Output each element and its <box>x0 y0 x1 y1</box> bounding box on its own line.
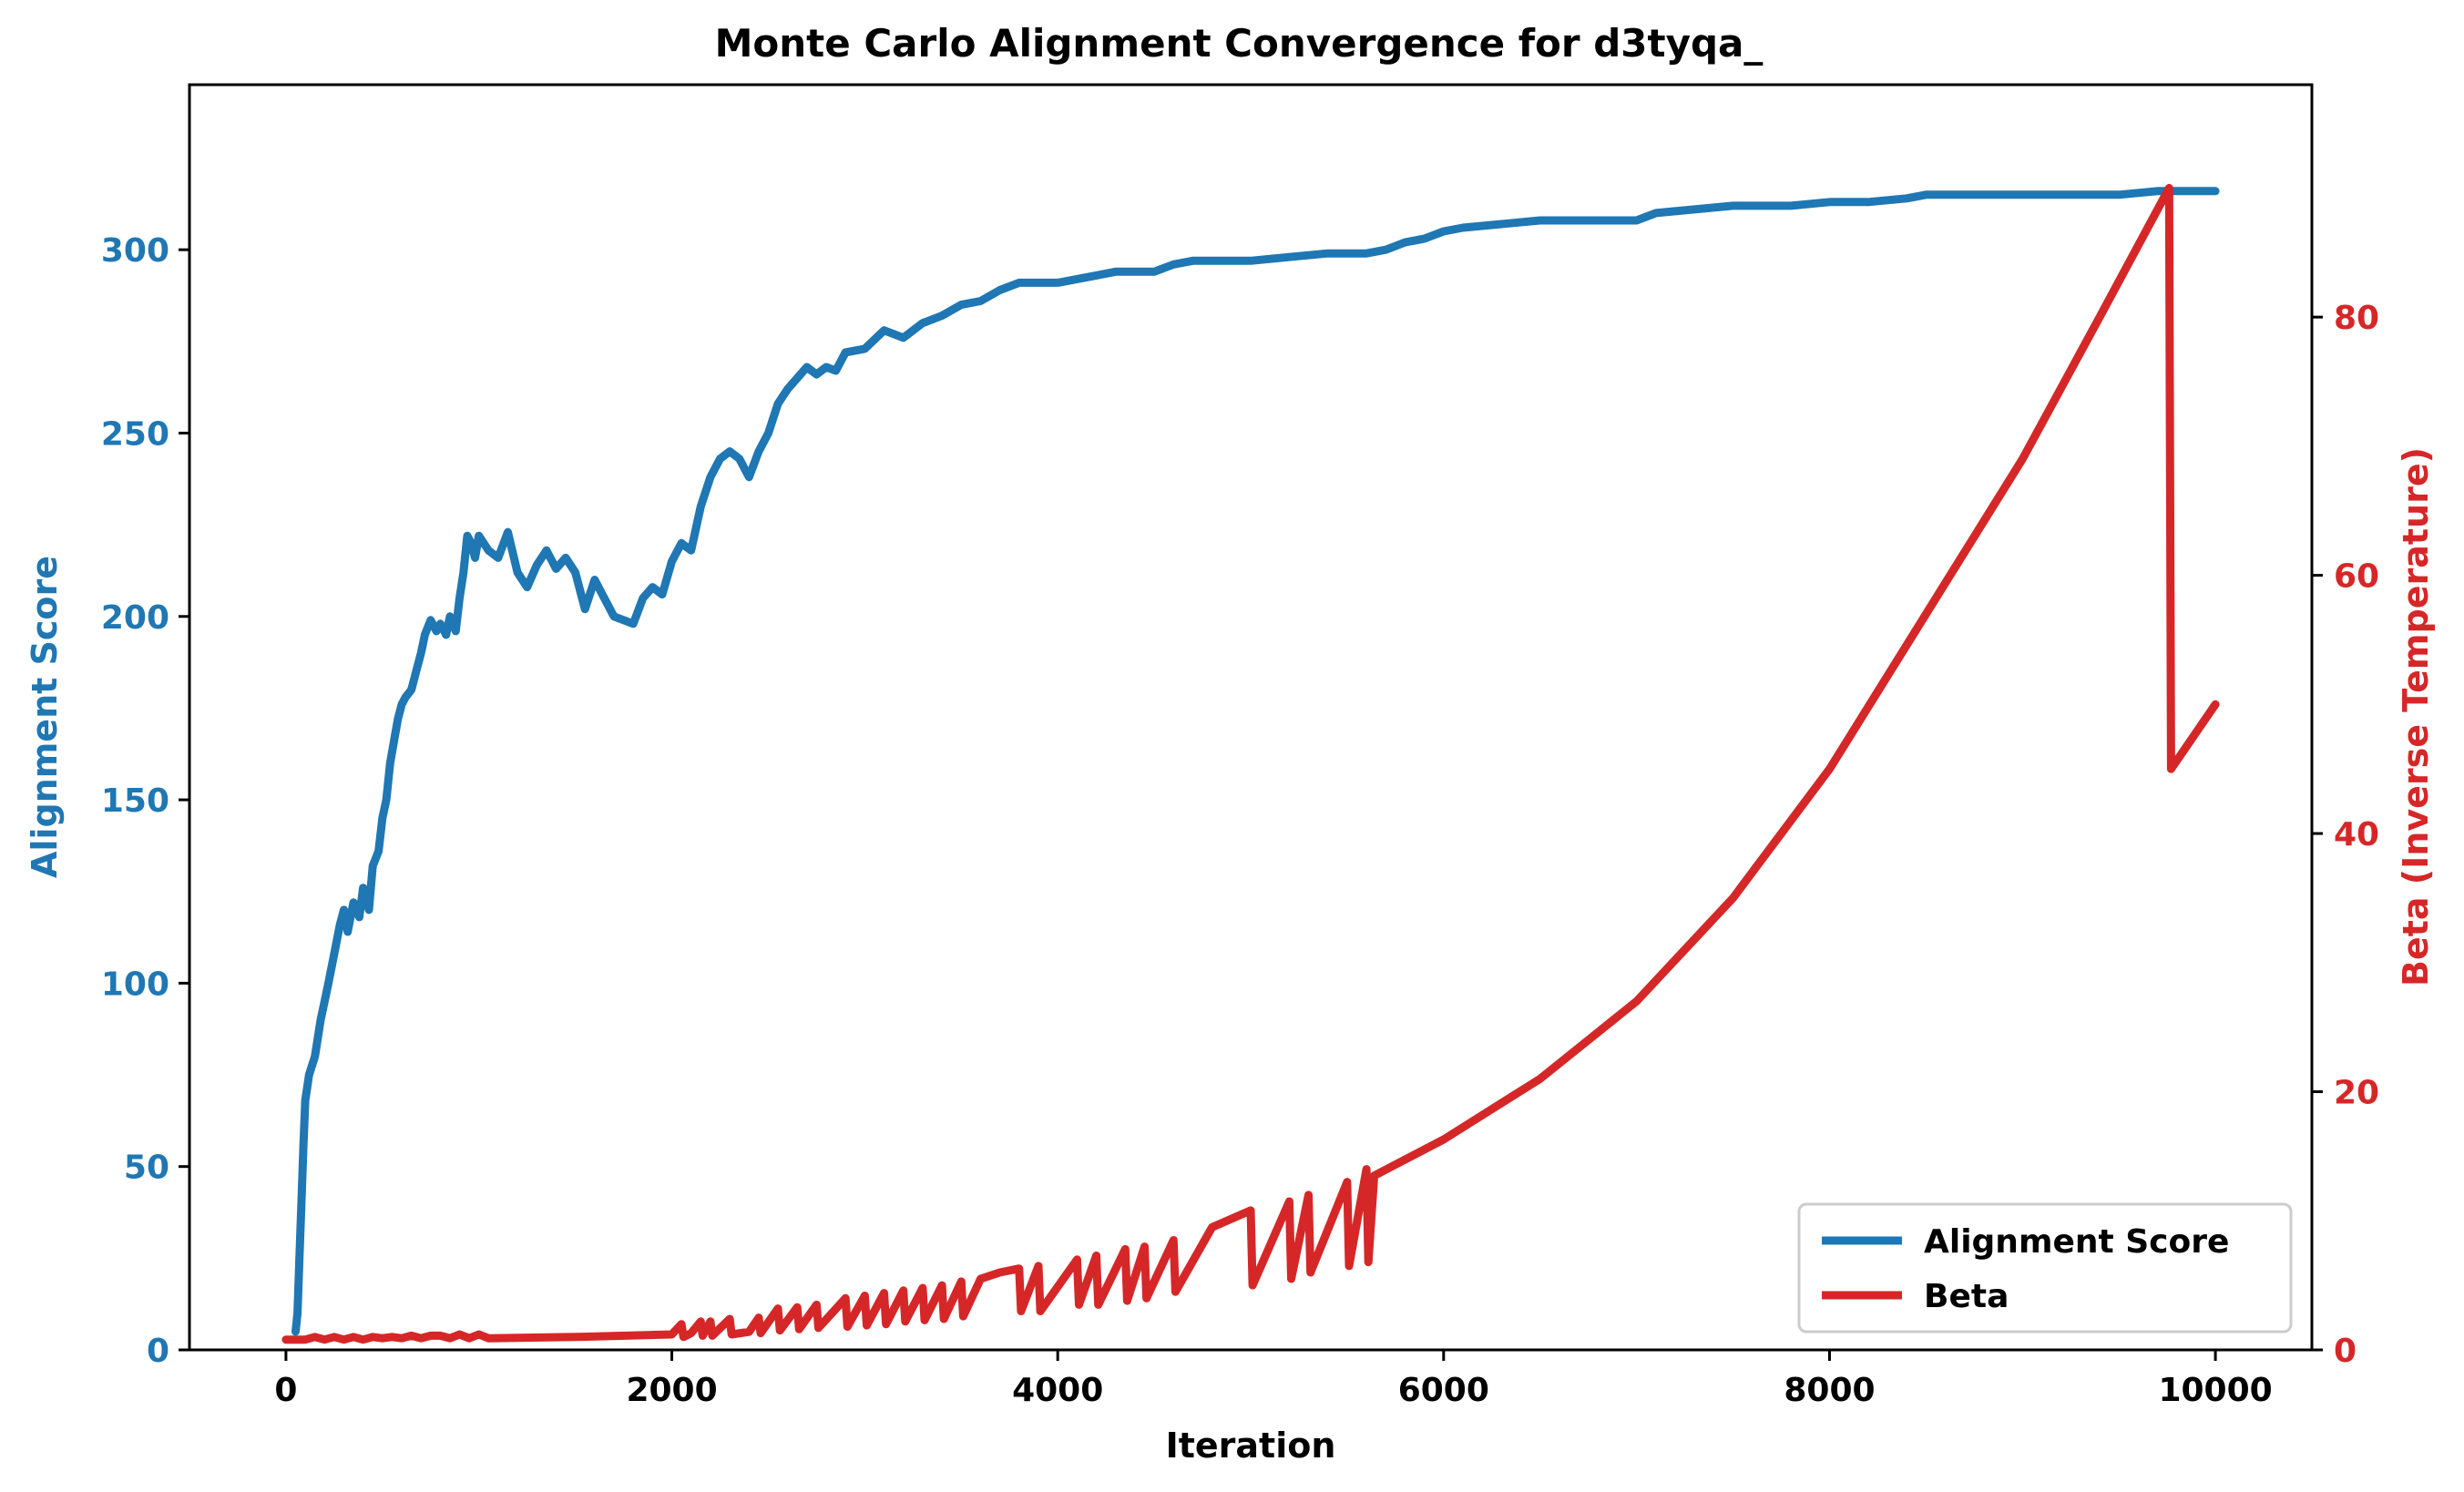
x-tick-label: 10000 <box>2158 1372 2272 1409</box>
x-tick-label: 4000 <box>1012 1372 1103 1409</box>
series-layer <box>281 183 2220 1344</box>
right-y-axis: 0 20 40 60 80 <box>2312 300 2379 1370</box>
left-y-tick-label: 100 <box>101 966 169 1003</box>
right-y-tick-label: 0 <box>2334 1333 2357 1370</box>
left-y-tick-label: 50 <box>124 1150 169 1187</box>
legend-label-alignment-score: Alignment Score <box>1924 1223 2229 1261</box>
legend-box <box>1797 1202 2293 1334</box>
x-tick-label: 0 <box>274 1372 297 1409</box>
x-tick-label: 6000 <box>1398 1372 1489 1409</box>
right-y-tick-label: 20 <box>2334 1075 2379 1112</box>
plot-frame <box>188 83 2314 1352</box>
left-y-tick-label: 0 <box>147 1333 169 1370</box>
x-axis: 0 2000 4000 6000 8000 10000 <box>274 1350 2273 1409</box>
series-line-beta <box>281 183 2220 1344</box>
chart-title: Monte Carlo Alignment Convergence for d3… <box>715 21 1764 66</box>
x-tick-label: 8000 <box>1784 1372 1875 1409</box>
right-y-tick-label: 80 <box>2334 300 2379 337</box>
left-y-tick-label: 300 <box>101 232 169 270</box>
left-y-tick-label: 150 <box>101 782 169 820</box>
x-axis-label: Iteration <box>1166 1426 1336 1466</box>
left-y-tick-label: 200 <box>101 599 169 637</box>
x-tick-label: 2000 <box>626 1372 717 1409</box>
left-y-tick-label: 250 <box>101 415 169 453</box>
left-y-axis-label: Alignment Score <box>25 556 65 878</box>
left-y-axis: 0 50 100 150 200 250 300 <box>101 232 189 1370</box>
series-line-alignment-score <box>291 187 2220 1336</box>
right-y-tick-label: 40 <box>2334 816 2379 853</box>
legend-label-beta: Beta <box>1924 1278 2009 1315</box>
right-y-tick-label: 60 <box>2334 558 2379 596</box>
legend: Alignment Score Beta <box>1797 1202 2293 1334</box>
right-y-axis-label: Beta (Inverse Temperature) <box>2396 447 2436 986</box>
